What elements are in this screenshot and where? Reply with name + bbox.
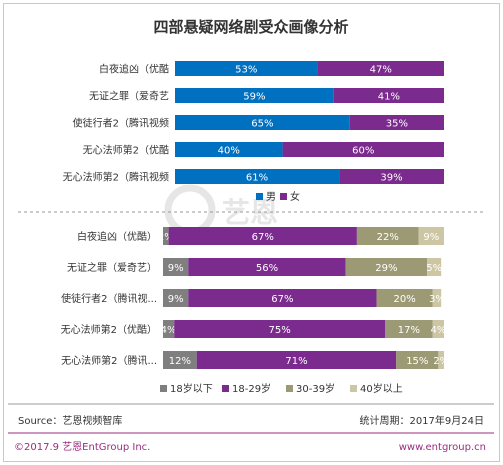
- data-label: 35%: [386, 119, 408, 130]
- bar-segment: [282, 142, 444, 157]
- bar-segment: [168, 227, 357, 245]
- data-label: 41%: [378, 92, 400, 103]
- category-label: 使徒行者2（腾讯视...: [61, 292, 157, 305]
- bar-segment: [356, 227, 419, 245]
- bar-segment: [175, 88, 334, 103]
- data-label: 17%: [398, 325, 420, 336]
- data-label: 15%: [406, 356, 428, 367]
- bar-segment: [188, 289, 377, 307]
- footer-copyright: ©2017.9 艺恩EntGroup Inc.: [14, 441, 150, 453]
- data-label: 59%: [243, 92, 265, 103]
- category-label: 无心法师第2（腾讯...: [61, 354, 157, 367]
- legend-swatch: [286, 385, 293, 392]
- data-label: 53%: [235, 65, 257, 76]
- category-label: 无证之罪（爱奇艺）: [67, 261, 157, 274]
- bar-segment: [163, 227, 169, 245]
- category-label: 无心法师第2（腾讯视频: [63, 171, 169, 184]
- data-label: 2%: [158, 232, 174, 243]
- bar-segment: [163, 289, 189, 307]
- bar-segment: [339, 169, 444, 184]
- bar-segment: [175, 61, 318, 76]
- footer-source: Source：艺恩视频智库: [18, 414, 122, 427]
- data-label: 22%: [377, 232, 399, 243]
- legend-swatch: [350, 385, 357, 392]
- data-label: 67%: [271, 294, 293, 305]
- data-label: 60%: [352, 146, 374, 157]
- bar-segment: [175, 115, 350, 130]
- bar-segment: [438, 351, 444, 369]
- bar-segment: [174, 320, 385, 338]
- bar-segment: [175, 169, 340, 184]
- data-label: 2%: [433, 356, 449, 367]
- bar-segment: [163, 258, 189, 276]
- watermark-logo-icon: [164, 184, 216, 236]
- bar-segment: [427, 258, 442, 276]
- data-label: 29%: [375, 263, 397, 274]
- category-label: 白夜追凶（优酷: [99, 63, 169, 76]
- data-label: 56%: [256, 263, 278, 274]
- data-label: 40%: [218, 146, 240, 157]
- data-label: 75%: [268, 325, 290, 336]
- legend-label: 女: [290, 190, 300, 203]
- data-label: 3%: [429, 294, 445, 305]
- bar-segment: [349, 115, 444, 130]
- footer-website: www.entgroup.cn: [399, 442, 486, 453]
- category-label: 无心法师第2（优酷）: [61, 323, 157, 336]
- data-label: 20%: [394, 294, 416, 305]
- data-label: 9%: [168, 294, 184, 305]
- bar-segment: [196, 351, 397, 369]
- category-label: 无证之罪（爱奇艺: [89, 90, 169, 103]
- data-label: 39%: [380, 173, 402, 184]
- bar-segment: [175, 142, 283, 157]
- data-label: 47%: [370, 65, 392, 76]
- bar-segment: [418, 227, 444, 245]
- legend-label: 18-29岁: [232, 382, 271, 395]
- data-label: 9%: [423, 232, 439, 243]
- category-label: 无心法师第2（优酷: [83, 144, 169, 157]
- bar-segment: [333, 88, 444, 103]
- bar-segment: [163, 351, 197, 369]
- gender-chart: 白夜追凶（优酷 53% 47% 无证之罪（爱奇艺 59% 41% 使徒行者2（腾讯视频 65%…: [63, 61, 444, 184]
- data-label: 4%: [161, 325, 177, 336]
- legend-swatch: [160, 385, 167, 392]
- legend-swatch: [256, 193, 263, 200]
- chart-title: 四部悬疑网络剧受众画像分析: [153, 18, 348, 36]
- bar-segment: [376, 289, 433, 307]
- bar-segment: [317, 61, 444, 76]
- bar-segment: [396, 351, 439, 369]
- bar-segment: [432, 320, 444, 338]
- legend-label: 18岁以下: [170, 382, 213, 395]
- data-label: 61%: [246, 173, 268, 184]
- gender-legend: 男女: [256, 190, 300, 203]
- bar-segment: [384, 320, 433, 338]
- footer-period: 统计周期：2017年9月24日: [359, 414, 484, 427]
- bar-segment: [432, 289, 442, 307]
- bar-segment: [188, 258, 346, 276]
- data-label: 4%: [430, 325, 446, 336]
- data-label: 9%: [168, 263, 184, 274]
- data-label: 65%: [251, 119, 273, 130]
- data-label: 5%: [426, 263, 442, 274]
- watermark-text: 艺恩: [222, 196, 278, 229]
- data-label: 71%: [285, 356, 307, 367]
- category-label: 白夜追凶（优酷）: [77, 230, 157, 243]
- bar-segment: [345, 258, 428, 276]
- category-label: 使徒行者2（腾讯视频: [73, 117, 169, 130]
- age-chart: 白夜追凶（优酷） 2% 67% 22% 9%无证之罪（爱奇艺） 9% 56% 29% 5%使徒行…: [61, 227, 449, 369]
- legend-label: 30-39岁: [296, 382, 335, 395]
- legend-label: 40岁以上: [360, 382, 403, 395]
- legend-label: 男: [266, 191, 276, 203]
- data-label: 12%: [169, 356, 191, 367]
- legend-swatch: [280, 193, 287, 200]
- legend-swatch: [222, 385, 229, 392]
- bar-segment: [163, 320, 175, 338]
- age-legend: 18岁以下 18-29岁 30-39岁 40岁以上: [160, 382, 403, 395]
- data-label: 67%: [252, 232, 274, 243]
